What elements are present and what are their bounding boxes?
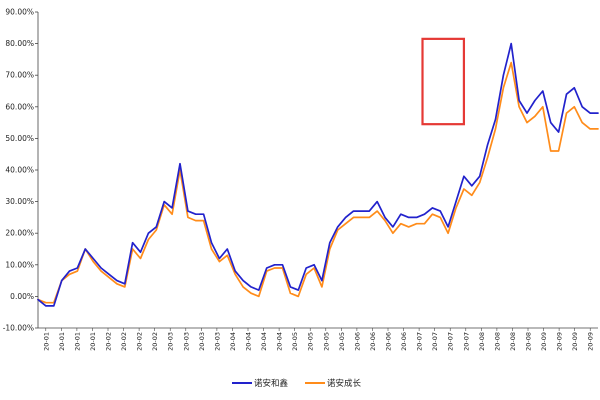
x-tick-label: 20-01: [89, 332, 97, 351]
x-tick-label: 20-01: [73, 332, 81, 351]
series-line-nuoan-hexin: [37, 42, 599, 307]
x-tick-label: 20-05: [338, 332, 346, 351]
x-tick-label: 20-03: [167, 332, 175, 351]
y-tick-label: 70.00%: [5, 71, 34, 80]
x-tick-label: 20-08: [509, 332, 517, 351]
x-tick-label: 20-05: [322, 332, 330, 351]
legend-label: 诺安成长: [327, 378, 362, 389]
x-tick-label: 20-04: [229, 332, 237, 351]
y-tick-label: -10.00%: [3, 324, 34, 333]
y-tick-label: 30.00%: [5, 197, 34, 206]
legend-label: 诺安和鑫: [254, 378, 289, 389]
x-tick-label: 20-09: [587, 332, 595, 351]
x-tick-label: 20-04: [276, 332, 284, 351]
x-tick-label: 20-03: [213, 332, 221, 351]
x-tick-label: 20-03: [198, 332, 206, 351]
y-tick-label: 20.00%: [5, 229, 34, 238]
x-tick-label: 20-05: [291, 332, 299, 351]
x-tick-label: 20-02: [136, 332, 144, 351]
x-tick-label: 20-01: [58, 332, 66, 351]
x-axis: 20-01 20-01 20-01 20-01 20-02 20-02 20-02 20-02…: [38, 327, 598, 351]
x-tick-label: 20-07: [462, 332, 470, 351]
x-tick-label: 20-09: [556, 332, 564, 351]
y-tick-label: 40.00%: [5, 166, 34, 175]
series-layer: [37, 42, 599, 307]
x-tick-label: 20-07: [431, 332, 439, 351]
x-tick-label: 20-07: [447, 332, 455, 351]
highlight-layer: [421, 37, 466, 126]
x-tick-label: 20-05: [307, 332, 315, 351]
y-tick-label: 0.00%: [10, 292, 34, 301]
legend: 诺安和鑫 诺安成长: [232, 378, 362, 389]
x-tick-label: 20-08: [525, 332, 533, 351]
x-tick-label: 20-01: [42, 332, 50, 351]
x-tick-label: 20-09: [571, 332, 579, 351]
y-tick-label: 60.00%: [5, 102, 34, 111]
x-tick-label: 20-06: [385, 332, 393, 351]
x-tick-label: 20-02: [120, 332, 128, 351]
x-tick-label: 20-06: [353, 332, 361, 351]
y-tick-label: 90.00%: [5, 8, 34, 17]
x-tick-label: 20-02: [105, 332, 113, 351]
x-tick-label: 20-04: [260, 332, 268, 351]
x-tick-label: 20-02: [151, 332, 159, 351]
x-tick-label: 20-09: [540, 332, 548, 351]
y-tick-label: 10.00%: [5, 260, 34, 269]
y-tick-label: 50.00%: [5, 134, 34, 143]
x-tick-label: 20-08: [493, 332, 501, 351]
y-tick-label: 80.00%: [5, 39, 34, 48]
y-axis: 90.00% 80.00% 70.00% 60.00% 50.00% 40.00% 30.0…: [3, 8, 39, 333]
x-tick-label: 20-08: [478, 332, 486, 351]
x-tick-label: 20-04: [245, 332, 253, 351]
x-tick-label: 20-03: [182, 332, 190, 351]
x-tick-label: 20-06: [369, 332, 377, 351]
x-tick-label: 20-07: [416, 332, 424, 351]
x-tick-label: 20-06: [400, 332, 408, 351]
series-line-nuoan-chengzhang: [37, 61, 599, 304]
highlight-box: [421, 37, 466, 126]
